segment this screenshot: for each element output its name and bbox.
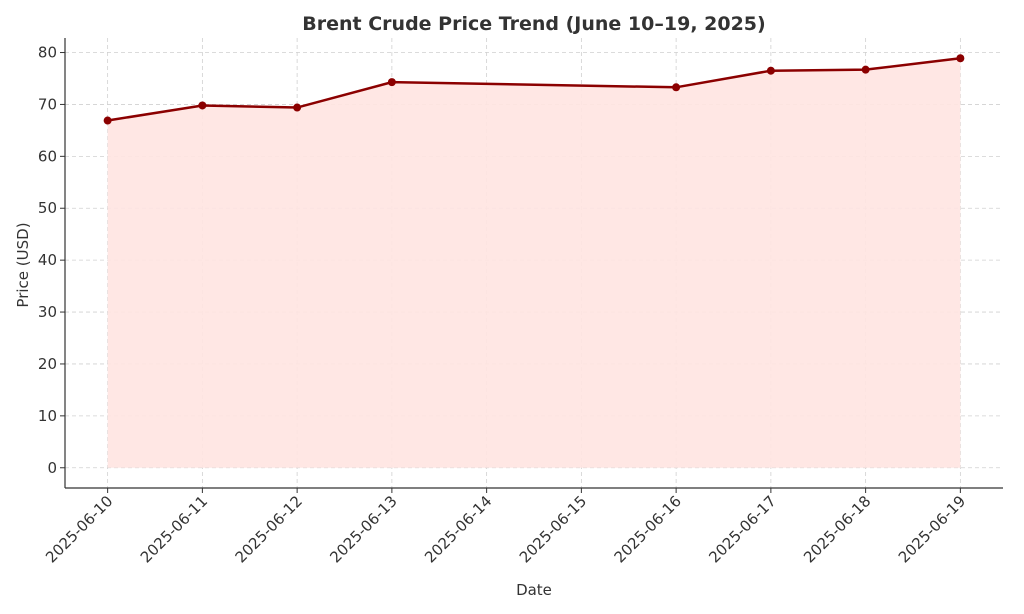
x-tick-label: 2025-06-16 xyxy=(611,492,685,566)
x-axis-label: Date xyxy=(516,581,552,599)
y-tick-label: 50 xyxy=(38,199,57,217)
x-tick-label: 2025-06-15 xyxy=(516,492,590,566)
point xyxy=(766,66,775,75)
x-tick-label: 2025-06-18 xyxy=(800,492,874,566)
point xyxy=(387,78,396,87)
line xyxy=(107,57,961,122)
point xyxy=(672,83,681,92)
point xyxy=(103,116,112,125)
x-tick-label: 2025-06-12 xyxy=(232,492,306,566)
x-tick-label: 2025-06-19 xyxy=(895,492,969,566)
y-tick-label: 30 xyxy=(38,303,57,321)
y-tick-label: 80 xyxy=(38,44,57,62)
area xyxy=(107,58,961,468)
y-tick-label: 60 xyxy=(38,147,57,165)
x-tick-label: 2025-06-11 xyxy=(137,492,211,566)
y-tick-label: 20 xyxy=(38,355,57,373)
point xyxy=(198,101,207,110)
point xyxy=(293,103,302,112)
x-tick-label: 2025-06-14 xyxy=(421,492,495,566)
y-tick-label: 70 xyxy=(38,95,57,113)
y-tick-label: 0 xyxy=(47,459,57,477)
x-tick-label: 2025-06-17 xyxy=(705,492,779,566)
x-tick-label: 2025-06-13 xyxy=(326,492,400,566)
y-tick-label: 40 xyxy=(38,251,57,269)
point xyxy=(956,54,965,63)
y-axis-label: Price (USD) xyxy=(14,222,32,307)
chart-title: Brent Crude Price Trend (June 10–19, 202… xyxy=(302,13,765,35)
y-tick-label: 10 xyxy=(38,407,57,425)
point xyxy=(861,65,870,74)
x-tick-label: 2025-06-10 xyxy=(42,492,116,566)
